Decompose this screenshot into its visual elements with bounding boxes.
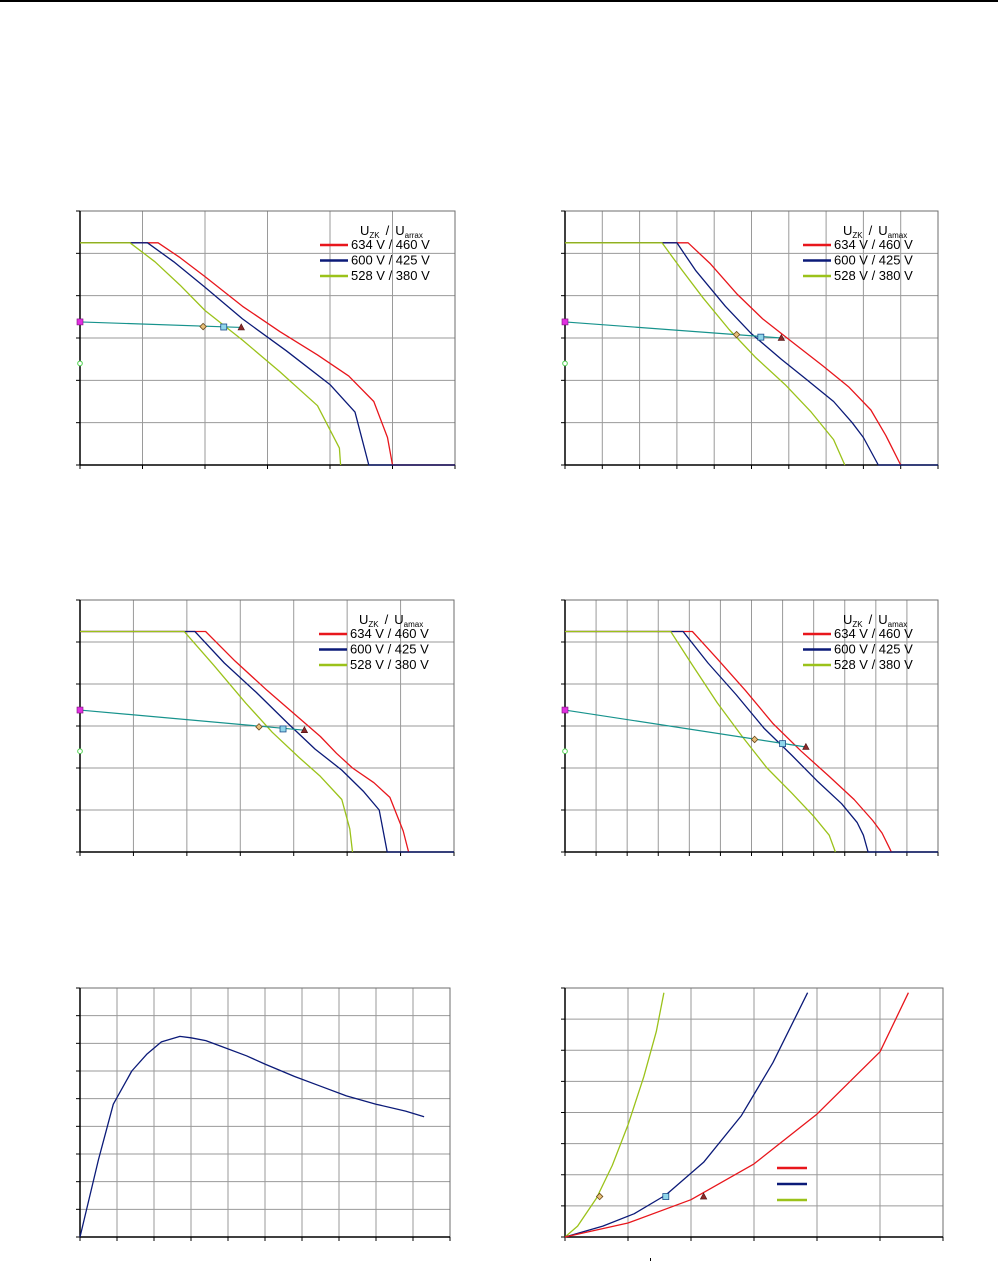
legend-entry: 600 V / 425 V [834,642,913,657]
series-line-red [565,630,892,853]
series-line-green [565,242,846,466]
legend-header-sub1: ZK [852,620,863,629]
legend-header-sep: / [869,223,873,238]
legend-entry: 528 V / 380 V [351,268,430,283]
grid [565,211,938,465]
marker-triangle [802,742,810,750]
legend-header-u1: U [359,612,368,627]
marker-square [220,323,228,331]
marker-triangle [699,1192,708,1200]
legend-entry: 634 V / 460 V [351,237,430,252]
legend-header-sub1: ZK [852,231,863,240]
axis-point-green [77,748,83,754]
legend-header-sub2: arrax [405,231,423,240]
grid [565,600,938,852]
axis-point-magenta [561,318,569,326]
series-line-navy [565,242,938,466]
series-line-green [80,630,354,853]
marker-square [757,333,765,341]
legend-header-sub2: amax [888,231,908,240]
legend-header-u1: U [360,223,369,238]
operating-line [564,709,806,748]
grid [565,988,943,1237]
legend-header-sub1: ZK [369,231,380,240]
marker-triangle [300,726,309,733]
legend-entry: 528 V / 380 V [834,268,913,283]
legend-entry: 528 V / 380 V [834,657,913,672]
marker-diamond [732,330,741,339]
series-line-red [564,992,909,1238]
series-line-green [565,630,837,853]
series-line-navy [80,242,455,466]
page-top-rule [0,0,998,2]
operating-line [79,321,242,329]
legend-header-sep: / [869,612,873,627]
series-line-navy [80,630,454,853]
series-line-red [80,242,455,466]
legend-header-u2: U [878,223,887,238]
series-line-green [564,992,665,1238]
legend-entry: 634 V / 460 V [834,237,913,252]
grid [80,988,450,1237]
marker-diamond [255,723,263,731]
legend-entry: 600 V / 425 V [350,642,429,657]
chart-bottom-right [561,987,944,1241]
marker-square [279,725,287,733]
legend-header-u2: U [878,612,887,627]
grid [80,600,454,852]
chart-bottom-left [76,987,451,1241]
legend-header: UZK / Uarrax [360,223,423,240]
legend-header: UZK / Uamax [843,223,907,240]
marker-square [662,1193,670,1200]
legend-header-sub2: amax [888,620,908,629]
series-line-green [80,242,342,466]
legend-entry: 600 V / 425 V [834,253,913,268]
operating-line [564,321,782,339]
axis-point-magenta [76,318,84,326]
series-line-navy [79,1035,425,1238]
legend-header-u1: U [843,223,852,238]
legend-header-sub2: amax [404,620,424,629]
legend-header: UZK / Uamax [843,612,907,629]
axis-point-magenta [561,706,569,714]
operating-line [79,709,305,731]
marker-triangle [237,323,245,331]
legend-header-u2: U [394,612,403,627]
marker-diamond [595,1192,604,1201]
axis-point-green [77,360,83,367]
legend-entry: 528 V / 380 V [350,657,429,672]
marker-diamond [199,322,207,331]
series-line-red [565,242,902,466]
legend-header: UZK / Uamax [359,612,423,629]
axis-point-green [562,748,568,754]
axis-point-green [562,360,568,367]
legend-entry: 634 V / 460 V [350,626,429,641]
legend-entry: 634 V / 460 V [834,626,913,641]
legend-header-u1: U [843,612,852,627]
series-line-navy [564,992,809,1238]
legend-header-sep: / [385,612,389,627]
legend-header-sub1: ZK [368,620,379,629]
legend-entry: 600 V / 425 V [351,253,430,268]
legend-header-u2: U [395,223,404,238]
legend-header-sep: / [386,223,390,238]
series-line-navy [565,630,938,853]
series-line-red [80,630,410,853]
stray-mark [650,1258,651,1261]
axis-point-magenta [76,706,84,714]
marker-diamond [750,735,759,744]
marker-square [779,740,786,748]
grid [80,211,455,465]
marker-triangle [777,333,786,341]
